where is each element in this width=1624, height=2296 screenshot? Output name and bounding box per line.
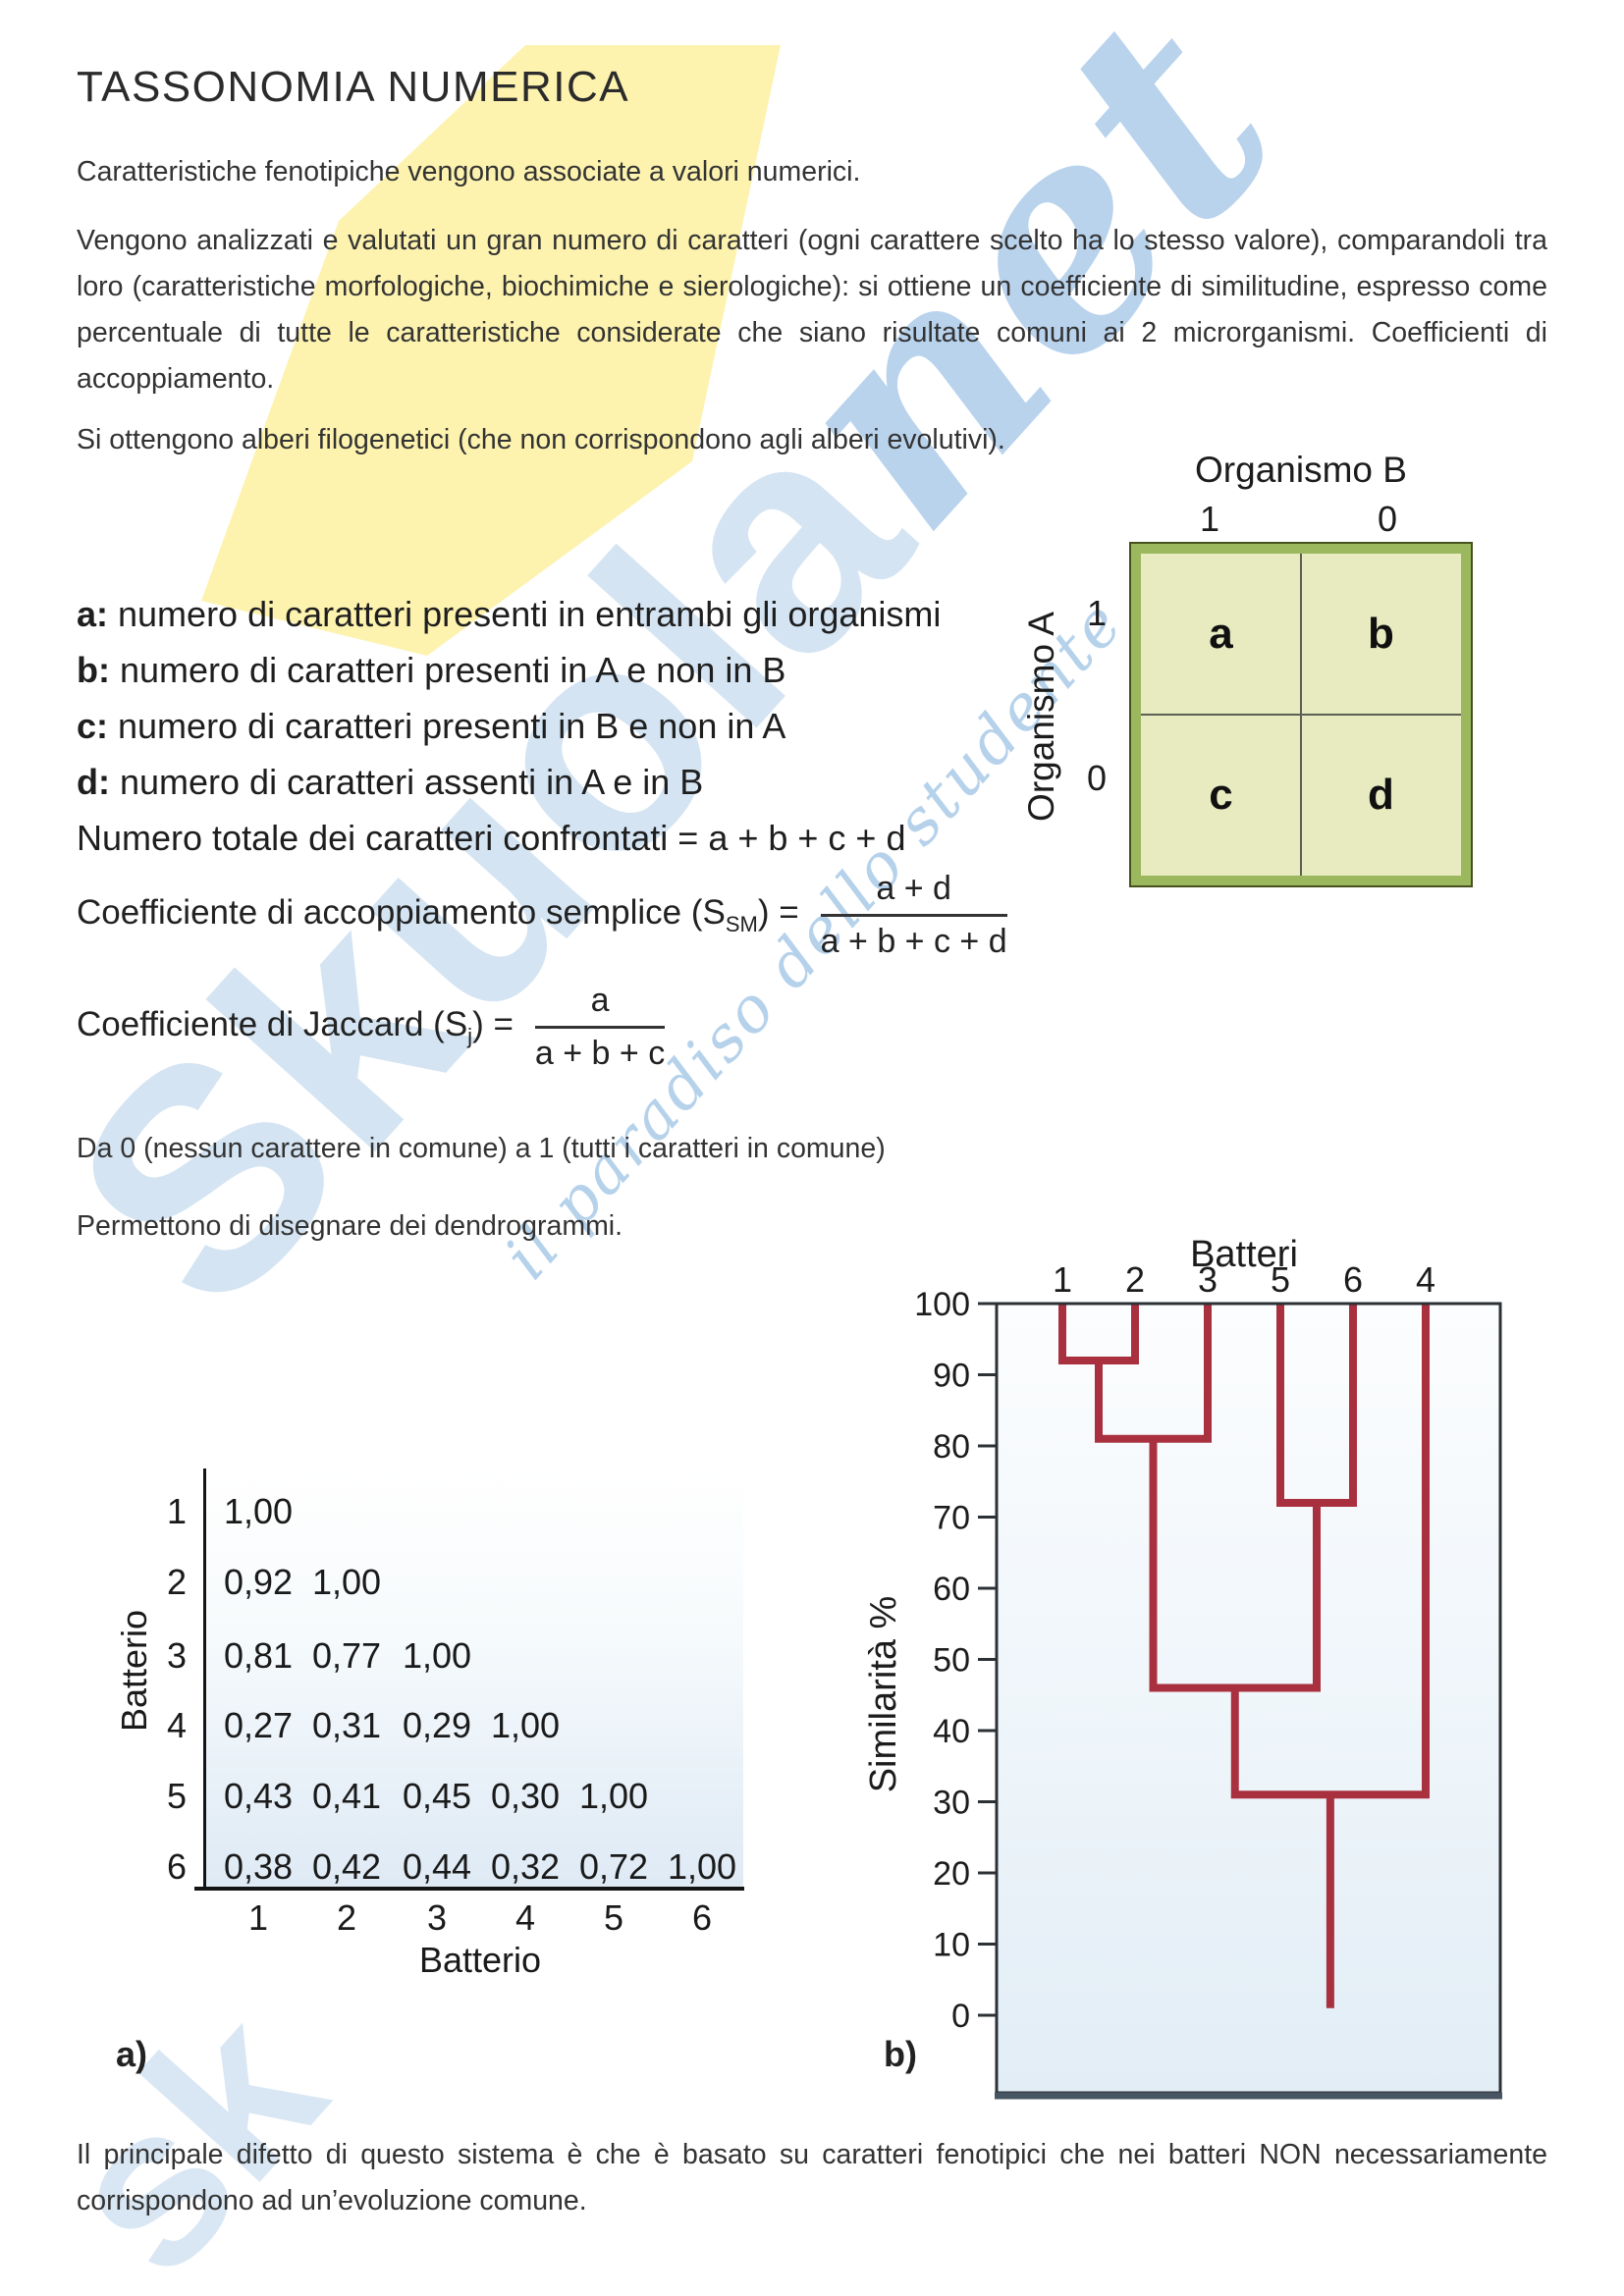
dendrogram-leaf-label: 6 — [1343, 1259, 1363, 1300]
dendrogram-leaf-label: 3 — [1198, 1259, 1218, 1300]
matrix-cell: 0,43 — [223, 1776, 294, 1816]
contingency-table: a b c d — [1131, 544, 1471, 885]
matrix-background — [205, 1470, 743, 1887]
matrix-cell: 0,31 — [311, 1705, 382, 1745]
dendrogram-tick-label: 10 — [933, 1927, 970, 1964]
paragraph-intro: Caratteristiche fenotipiche vengono asso… — [77, 156, 861, 187]
formula-sj-label: Coefficiente di Jaccard (Sj) = — [77, 1005, 514, 1048]
matrix-cell: 0,92 — [223, 1562, 294, 1602]
matrix-col-label: 1 — [247, 1897, 269, 1938]
dendrogram-tick-label: 90 — [933, 1358, 970, 1395]
matrix-cell: 1,00 — [223, 1491, 294, 1531]
similarity-matrix-figure: 1 1,00 2 0,92 1,00 3 0,81 0,77 1,00 4 0,27 0,31 0,29… — [79, 1465, 766, 1995]
contingency-row-header-1: 1 — [1086, 593, 1108, 633]
dendrogram-tick-label: 60 — [933, 1571, 970, 1608]
matrix-row-label: 3 — [166, 1635, 188, 1676]
dendrogram-leaf-label: 2 — [1125, 1259, 1145, 1300]
matrix-cell: 0,81 — [223, 1635, 294, 1676]
matrix-cell: 1,00 — [667, 1846, 737, 1887]
matrix-col-label: 5 — [603, 1897, 624, 1938]
matrix-cell: 1,00 — [490, 1705, 561, 1745]
dendrogram-leaf-label: 1 — [1053, 1259, 1072, 1300]
dendrogram-leaf-label: 5 — [1271, 1259, 1290, 1300]
contingency-col-title: Organismo B — [1195, 450, 1407, 490]
contingency-row-title: Organismo A — [1021, 612, 1061, 822]
matrix-y-axis-line — [203, 1468, 206, 1889]
dendrogram-tick-label: 0 — [951, 1998, 970, 2035]
matrix-cell: 0,32 — [490, 1846, 561, 1887]
paragraph-dendrograms: Permettono di disegnare dei dendrogrammi… — [77, 1210, 623, 1242]
definition-d: d: numero di caratteri assenti in A e in… — [77, 762, 704, 802]
dendrogram-leaf-label: 4 — [1416, 1259, 1435, 1300]
dendrogram-title: Batteri — [1190, 1234, 1298, 1275]
dendrogram-tick-label: 100 — [914, 1286, 970, 1323]
paragraph-method: Vengono analizzati e valutati un gran nu… — [77, 225, 1547, 395]
matrix-cell: 0,44 — [402, 1846, 472, 1887]
formula-sj-fraction: a a + b + c — [534, 982, 666, 1072]
dendrogram-tick-label: 20 — [933, 1855, 970, 1893]
subfigure-a-label: a) — [116, 2034, 148, 2074]
definition-c: c: numero di caratteri presenti in B e n… — [77, 706, 786, 746]
matrix-cell: 0,38 — [223, 1846, 294, 1887]
matrix-cell: 0,27 — [223, 1705, 294, 1745]
definition-total: Numero totale dei caratteri confrontati … — [77, 818, 906, 858]
matrix-col-label: 2 — [336, 1897, 357, 1938]
definition-b: b: numero di caratteri presenti in A e n… — [77, 650, 786, 690]
contingency-col-header-1: 1 — [1199, 499, 1220, 539]
contingency-row-header-0: 0 — [1086, 758, 1108, 798]
matrix-row-label: 4 — [166, 1705, 188, 1745]
contingency-cell-d: d — [1368, 771, 1394, 819]
dendrogram-tick-label: 80 — [933, 1428, 970, 1466]
matrix-row-label: 6 — [166, 1846, 188, 1887]
dendrogram-tick-label: 70 — [933, 1500, 970, 1537]
matrix-cell: 0,42 — [311, 1846, 382, 1887]
formula-ssm-label: Coefficiente di accoppiamento semplice (… — [77, 893, 799, 936]
matrix-y-axis-label: Batterio — [114, 1609, 154, 1733]
contingency-cell-a: a — [1209, 610, 1233, 658]
definition-a: a: numero di caratteri presenti in entra… — [77, 594, 942, 634]
paragraph-limit: Il principale difetto di questo sistema … — [77, 2139, 1547, 2216]
matrix-x-axis-label: Batterio — [418, 1940, 542, 1980]
page-title: TASSONOMIA NUMERICA — [77, 63, 630, 111]
dendrogram-tick-label: 50 — [933, 1642, 970, 1680]
matrix-col-label: 6 — [691, 1897, 713, 1938]
abcd-definitions: a: numero di caratteri presenti in entra… — [77, 586, 941, 866]
matrix-cell: 0,45 — [402, 1776, 472, 1816]
matrix-cell: 0,30 — [490, 1776, 561, 1816]
matrix-cell: 0,72 — [578, 1846, 649, 1887]
matrix-col-label: 3 — [426, 1897, 448, 1938]
matrix-row-label: 2 — [166, 1562, 188, 1602]
contingency-divider-horizontal — [1141, 714, 1461, 716]
matrix-cell: 0,41 — [311, 1776, 382, 1816]
matrix-row-label: 5 — [166, 1776, 188, 1816]
matrix-cell: 1,00 — [311, 1562, 382, 1602]
paragraph-range: Da 0 (nessun carattere in comune) a 1 (t… — [77, 1133, 886, 1164]
contingency-col-header-0: 0 — [1377, 499, 1398, 539]
dendrogram-plot-background — [997, 1304, 1500, 2093]
matrix-cell: 1,00 — [578, 1776, 649, 1816]
matrix-cell: 0,29 — [402, 1705, 472, 1745]
contingency-cell-b: b — [1368, 610, 1394, 658]
formula-ssm-fraction: a + d a + b + c + d — [820, 870, 1007, 960]
dendrogram-tick-label: 30 — [933, 1785, 970, 1822]
matrix-cell: 0,77 — [311, 1635, 382, 1676]
contingency-cell-c: c — [1209, 771, 1233, 819]
dendrogram-y-axis-label: Similarità % — [863, 1596, 904, 1793]
dendrogram-tick-label: 40 — [933, 1713, 970, 1750]
formula-jaccard: Coefficiente di Jaccard (Sj) = a a + b +… — [77, 982, 666, 1073]
subfigure-b-label: b) — [884, 2034, 917, 2074]
formula-simple-matching: Coefficiente di accoppiamento semplice (… — [77, 870, 1007, 961]
matrix-x-axis-line — [194, 1887, 744, 1891]
matrix-row-label: 1 — [166, 1491, 188, 1531]
matrix-col-label: 4 — [514, 1897, 536, 1938]
matrix-cell: 1,00 — [402, 1635, 472, 1676]
